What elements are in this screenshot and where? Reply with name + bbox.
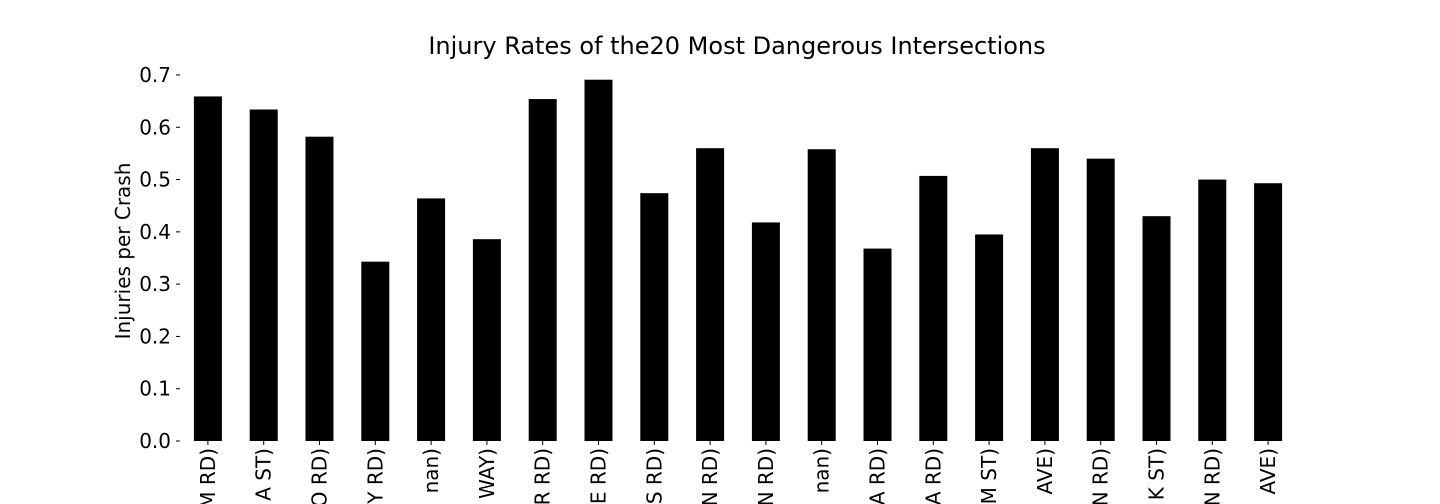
x-tick-label: A ST) bbox=[252, 448, 276, 501]
x-tick-label: S RD) bbox=[642, 448, 666, 504]
y-tick-label: 0.6 bbox=[139, 115, 171, 139]
x-tick-label: nan) bbox=[810, 448, 834, 493]
x-tick-label: O RD) bbox=[308, 448, 332, 504]
bar bbox=[919, 175, 948, 441]
x-tick-label: R RD) bbox=[531, 448, 555, 504]
x-tick-label: N RD) bbox=[1200, 448, 1224, 504]
bar bbox=[807, 149, 836, 441]
bar bbox=[751, 222, 780, 441]
bar bbox=[1030, 148, 1059, 441]
bar bbox=[1198, 179, 1227, 442]
bar bbox=[975, 234, 1004, 441]
x-tick-label: A RD) bbox=[921, 448, 945, 504]
x-tick-label: N RD) bbox=[754, 448, 778, 504]
bar bbox=[528, 99, 557, 442]
chart-title: Injury Rates of the20 Most Dangerous Int… bbox=[428, 32, 1045, 60]
bar bbox=[305, 136, 334, 441]
x-tick-label: WAY) bbox=[475, 448, 499, 499]
bar bbox=[1142, 216, 1171, 441]
bars-group bbox=[193, 79, 1283, 442]
x-axis-ticks: M RD) A ST) O RD) Y RD) nan) WAY) R RD) E RD) S … bbox=[196, 441, 1280, 504]
y-tick-label: 0.1 bbox=[139, 377, 171, 401]
bar bbox=[361, 261, 390, 441]
y-axis-label: Injuries per Crash bbox=[111, 163, 135, 340]
x-tick-label: AVE) bbox=[1033, 448, 1057, 495]
x-tick-label: K ST) bbox=[1145, 448, 1169, 500]
bar bbox=[584, 79, 613, 441]
x-tick-label: M ST) bbox=[977, 448, 1001, 504]
bar bbox=[193, 96, 222, 442]
y-axis-ticks: 0.0 0.1 0.2 0.3 0.4 0.5 0.6 0.7 bbox=[139, 63, 180, 453]
bar bbox=[1086, 158, 1115, 441]
bar bbox=[1254, 183, 1283, 441]
x-tick-label: N RD) bbox=[698, 448, 722, 504]
y-tick-label: 0.2 bbox=[139, 324, 171, 348]
x-tick-label: E RD) bbox=[587, 448, 611, 504]
bar bbox=[863, 248, 892, 441]
x-tick-label: M RD) bbox=[196, 448, 220, 504]
y-tick-label: 0.4 bbox=[139, 220, 171, 244]
y-tick-label: 0.3 bbox=[139, 272, 171, 296]
x-tick-label: Y RD) bbox=[363, 448, 387, 504]
y-tick-label: 0.7 bbox=[139, 63, 171, 87]
y-tick-label: 0.0 bbox=[139, 429, 171, 453]
bar bbox=[696, 148, 725, 441]
x-tick-label: N RD) bbox=[1089, 448, 1113, 504]
x-tick-label: AVE) bbox=[1256, 448, 1280, 495]
y-tick-label: 0.5 bbox=[139, 168, 171, 192]
bar bbox=[417, 198, 446, 441]
x-tick-label: A RD) bbox=[866, 448, 890, 504]
bar bbox=[249, 109, 278, 441]
bar bbox=[472, 239, 501, 441]
x-tick-label: nan) bbox=[419, 448, 443, 493]
bar bbox=[640, 193, 669, 441]
